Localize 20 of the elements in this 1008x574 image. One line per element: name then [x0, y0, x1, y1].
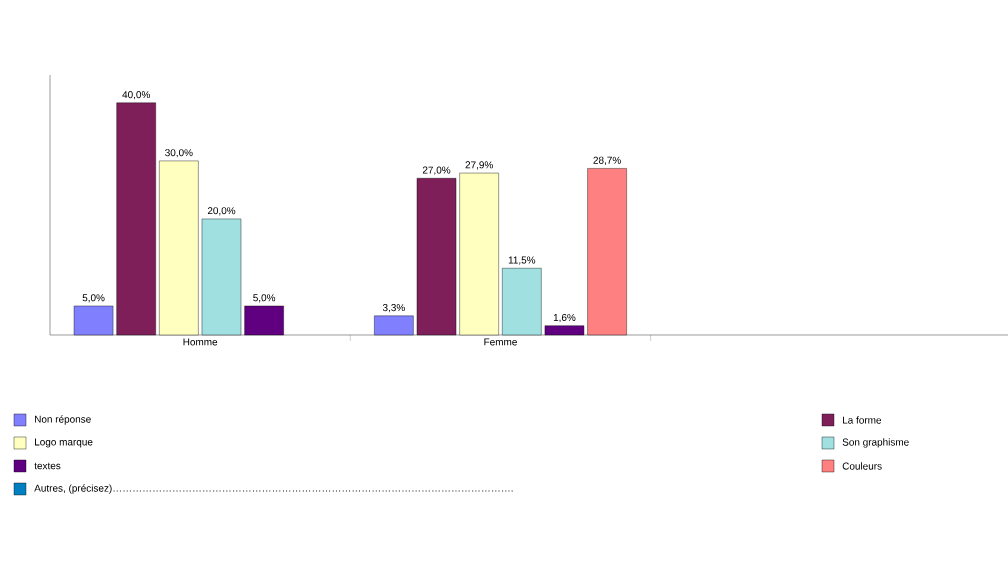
legend-label: La forme: [843, 416, 882, 424]
data-label: 5,0%: [82, 294, 105, 303]
legend-label: Logo marque: [35, 438, 93, 448]
legend-label: textes: [34, 462, 61, 470]
data-label: 11,5%: [508, 256, 536, 265]
legend-label: Autres, (précisez)………………………………………………………………………………………………………….: [34, 484, 513, 494]
x-tick-label: Homme: [183, 338, 218, 346]
data-label: 1,6%: [553, 313, 576, 323]
data-label: 27,0%: [422, 166, 451, 175]
x-tick-label: Femme: [484, 338, 517, 346]
data-label: 40,0%: [122, 91, 150, 100]
data-label: 30,0%: [165, 149, 193, 158]
data-label: 5,0%: [253, 294, 276, 303]
data-label: 28,7%: [593, 156, 621, 165]
data-label: 27,9%: [465, 161, 493, 170]
data-label: 20,0%: [207, 207, 236, 216]
legend-label: Couleurs: [842, 462, 882, 470]
data-label: 3,3%: [382, 304, 405, 313]
legend-label: Son graphisme: [842, 438, 909, 448]
legend-label: Non réponse: [35, 415, 91, 425]
